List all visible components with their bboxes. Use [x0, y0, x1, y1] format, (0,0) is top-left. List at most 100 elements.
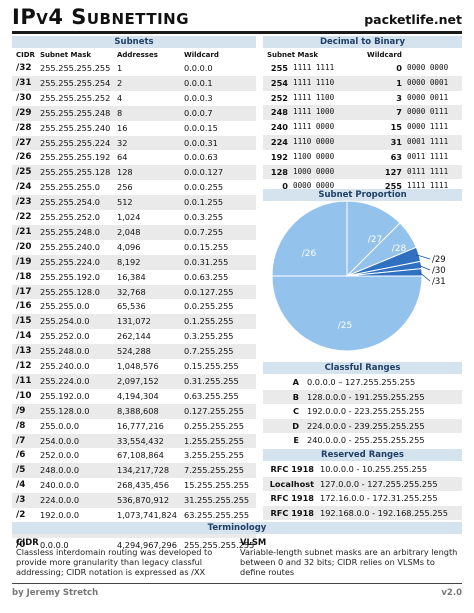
class-range: 128.0.0.0 - 191.255.255.255 — [307, 391, 425, 402]
wildcard-binary: 0011 1111 — [407, 151, 449, 161]
cidr-cell: /26 — [16, 152, 32, 163]
wildcard-binary: 0111 1111 — [407, 166, 449, 176]
col-cidr: CIDR — [16, 51, 35, 59]
classful-ranges-heading: Classful Ranges — [263, 362, 462, 374]
table-row: /13 255.248.0.0 524,288 0.7.255.255 — [12, 344, 256, 359]
reserved-range: 10.0.0.0 - 10.255.255.255 — [320, 464, 428, 474]
table-row: 240 1111 0000 15 0000 1111 — [263, 120, 462, 135]
pie-slice-31 — [346, 268, 423, 277]
addresses-cell: 131,072 — [117, 316, 151, 327]
wildcard-cell: 7.255.255.255 — [184, 465, 244, 476]
term-cidr: CIDR Classless interdomain routing was d… — [16, 537, 236, 581]
wildcard-decimal: 3 — [396, 92, 402, 103]
cidr-cell: /7 — [16, 435, 26, 446]
class-range: 192.0.0.0 - 223.255.255.255 — [307, 406, 425, 417]
table-row: /7 254.0.0.0 33,554,432 1.255.255.255 — [12, 433, 256, 449]
table-row: 224 1110 0000 31 0001 1111 — [263, 135, 462, 150]
class-letter: D — [292, 420, 299, 431]
wildcard-cell: 0.0.0.15 — [184, 122, 218, 133]
addresses-cell: 1 — [117, 63, 123, 73]
addresses-cell: 268,435,456 — [117, 480, 170, 491]
addresses-cell: 1,073,741,824 — [117, 510, 177, 520]
cidr-cell: /6 — [16, 450, 26, 461]
wildcard-cell: 0.15.255.255 — [184, 361, 239, 371]
wildcard-binary: 0000 1111 — [407, 122, 449, 132]
subnets-heading: Subnets — [12, 36, 256, 48]
wildcard-binary: 0000 0011 — [407, 92, 449, 102]
wildcard-cell: 0.255.255.255 — [184, 420, 244, 431]
mask-decimal: 255 — [270, 63, 288, 73]
cidr-cell: /30 — [16, 92, 32, 103]
table-row: /19 255.255.224.0 8,192 0.0.31.255 — [12, 254, 256, 270]
addresses-cell: 524,288 — [117, 346, 151, 357]
wildcard-decimal: 31 — [390, 137, 402, 147]
addresses-cell: 8 — [117, 107, 123, 118]
mask-binary: 0000 0000 — [293, 181, 335, 191]
wildcard-cell: 0.0.31.255 — [184, 256, 229, 267]
subnet-mask-cell: 255.255.252.0 — [40, 212, 100, 222]
cidr-cell: /18 — [16, 271, 32, 282]
subnet-proportion-heading: Subnet Proportion — [263, 189, 462, 201]
cidr-cell: /29 — [16, 107, 32, 118]
addresses-cell: 8,388,608 — [117, 405, 159, 416]
mask-binary: 1111 1111 — [293, 63, 335, 72]
subnet-mask-cell: 255.255.255.224 — [40, 137, 111, 148]
term-cidr-title: CIDR — [16, 537, 39, 547]
cidr-cell: /5 — [16, 465, 26, 476]
wildcard-cell: 0.0.3.255 — [184, 212, 224, 222]
wildcard-cell: 31.255.255.255 — [184, 495, 250, 506]
subnet-proportion-chart: /25/26/27/28/29/30/31 — [263, 200, 462, 355]
addresses-cell: 8,192 — [117, 256, 141, 267]
subnets-column-headers: CIDR Subnet Mask Addresses Wildcard — [12, 49, 256, 60]
wildcard-decimal: 15 — [390, 122, 402, 133]
addresses-cell: 32 — [117, 137, 128, 148]
subnet-mask-cell: 255.255.255.192 — [40, 152, 111, 163]
subnet-mask-cell: 255.0.0.0 — [40, 420, 80, 431]
addresses-cell: 4,096 — [117, 241, 141, 252]
reserved-ranges-heading: Reserved Ranges — [263, 449, 462, 461]
wildcard-cell: 255.255.255.255 — [184, 539, 255, 550]
wildcard-cell: 0.0.0.7 — [184, 107, 213, 118]
col-subnet-mask: Subnet Mask — [40, 51, 92, 59]
subnet-mask-cell: 240.0.0.0 — [40, 480, 80, 491]
mask-decimal: 128 — [270, 166, 288, 177]
wildcard-cell: 0.0.1.255 — [184, 197, 224, 208]
wildcard-cell: 0.0.7.255 — [184, 226, 224, 237]
wildcard-binary: 0001 1111 — [407, 137, 449, 146]
cidr-cell: /12 — [16, 361, 32, 371]
table-row: /9 255.128.0.0 8,388,608 0.127.255.255 — [12, 403, 256, 419]
addresses-cell: 128 — [117, 167, 133, 178]
wildcard-cell: 0.31.255.255 — [184, 375, 239, 386]
cidr-cell: /24 — [16, 182, 32, 193]
col-bin-mask: Subnet Mask — [267, 51, 319, 59]
table-row: /8 255.0.0.0 16,777,216 0.255.255.255 — [12, 419, 256, 434]
cidr-cell: /15 — [16, 316, 32, 327]
addresses-cell: 262,144 — [117, 331, 151, 342]
cidr-cell: /16 — [16, 301, 32, 312]
table-row: /16 255.255.0.0 65,536 0.0.255.255 — [12, 299, 256, 314]
addresses-cell: 512 — [117, 197, 133, 208]
cidr-cell: /31 — [16, 77, 32, 88]
addresses-cell: 33,554,432 — [117, 435, 164, 446]
mask-binary: 1111 1100 — [293, 92, 335, 102]
mask-binary: 1111 0000 — [293, 122, 335, 132]
pie-slice-25 — [271, 275, 423, 352]
subnet-mask-cell: 248.0.0.0 — [40, 465, 80, 476]
decimal-to-binary-heading: Decimal to Binary — [263, 36, 462, 48]
wildcard-cell: 15.255.255.255 — [184, 480, 250, 491]
subnet-mask-cell: 0.0.0.0 — [40, 539, 69, 550]
cidr-cell: /4 — [16, 480, 26, 491]
subnet-mask-cell: 192.0.0.0 — [40, 510, 80, 520]
term-cidr-definition: Classless interdomain routing was develo… — [16, 547, 213, 577]
wildcard-cell: 0.1.255.255 — [184, 316, 234, 327]
terminology-heading: Terminology — [12, 522, 462, 534]
term-vlsm-definition: Variable-length subnet masks are an arbi… — [240, 547, 458, 577]
subnet-mask-cell: 255.255.192.0 — [40, 271, 100, 282]
wildcard-cell: 0.0.0.63 — [184, 152, 218, 163]
reserved-label: RFC 1918 — [270, 493, 314, 504]
reserved-range: 172.16.0.0 - 172.31.255.255 — [320, 493, 438, 504]
pie-leader-30 — [418, 264, 431, 271]
addresses-cell: 134,217,728 — [117, 465, 170, 476]
cidr-cell: /3 — [16, 495, 26, 506]
